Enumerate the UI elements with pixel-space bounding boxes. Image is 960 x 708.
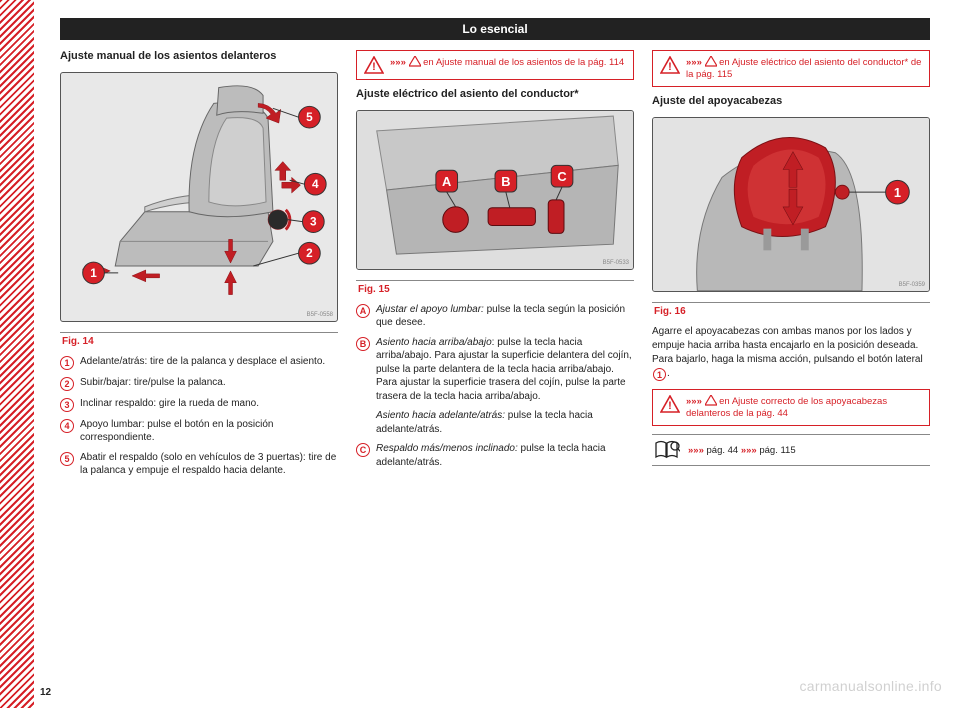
svg-text:!: ! bbox=[668, 61, 672, 73]
fig16-svg: 1 bbox=[653, 118, 929, 291]
fig15-svg: A B C bbox=[357, 111, 633, 269]
fig14-svg: 1 2 3 4 5 bbox=[61, 73, 337, 321]
item-text: Abatir el respaldo (solo en vehículos de… bbox=[80, 451, 338, 478]
inline-callout-1: 1 bbox=[653, 368, 666, 381]
list-item: C Respaldo más/menos inclinado: pulse la… bbox=[356, 442, 634, 469]
fig15-code: B5F-0533 bbox=[603, 260, 629, 266]
item-number: 5 bbox=[60, 452, 74, 466]
reference-text: »»» pág. 44 »»» pág. 115 bbox=[688, 445, 796, 456]
list-item: 1 Adelante/atrás: tire de la palanca y de… bbox=[60, 355, 338, 370]
list-item: 5 Abatir el respaldo (solo en vehículos d… bbox=[60, 451, 338, 478]
item-text: Inclinar respaldo: gire la rueda de mano… bbox=[80, 397, 259, 412]
fig16-callout-1: 1 bbox=[894, 185, 901, 200]
fig15-callout-c: C bbox=[557, 169, 566, 184]
fig14-callout-5: 5 bbox=[306, 110, 313, 124]
col1-heading: Ajuste manual de los asientos delanteros bbox=[60, 50, 338, 64]
fig14-label: Fig. 14 bbox=[60, 332, 338, 347]
page-number: 12 bbox=[40, 687, 51, 698]
list-item: 2 Subir/bajar: tire/pulse la palanca. bbox=[60, 376, 338, 391]
page-hatch-stripe bbox=[0, 0, 34, 708]
fig15-callout-b: B bbox=[501, 174, 510, 189]
item-letter: C bbox=[356, 443, 370, 457]
item-letter: A bbox=[356, 304, 370, 318]
col3-warning-box-bottom: ! »»» en Ajuste correcto de los apoyacab… bbox=[652, 389, 930, 426]
col2-warning-box: ! »»» en Ajuste manual de los asientos d… bbox=[356, 50, 634, 80]
fig14-callout-1: 1 bbox=[90, 266, 97, 280]
col2-heading: Ajuste eléctrico del asiento del conduct… bbox=[356, 88, 634, 102]
fig14-code: B5F-0558 bbox=[307, 312, 333, 318]
three-column-layout: Ajuste manual de los asientos delanteros bbox=[60, 50, 930, 478]
fig15-label: Fig. 15 bbox=[356, 280, 634, 295]
column-3: ! »»» en Ajuste eléctrico del asiento de… bbox=[652, 50, 930, 478]
col3-warning-box-top: ! »»» en Ajuste eléctrico del asiento de… bbox=[652, 50, 930, 87]
item-text: Apoyo lumbar: pulse el botón en la posic… bbox=[80, 418, 338, 445]
fig14-callout-3: 3 bbox=[310, 214, 317, 228]
col3-heading: Ajuste del apoyacabezas bbox=[652, 95, 930, 109]
item-text: Subir/bajar: tire/pulse la palanca. bbox=[80, 376, 226, 391]
fig16-code: B5F-0359 bbox=[899, 282, 925, 288]
column-1: Ajuste manual de los asientos delanteros bbox=[60, 50, 338, 478]
figure-16: 1 B5F-0359 bbox=[652, 117, 930, 292]
fig14-callout-4: 4 bbox=[312, 177, 319, 191]
list-item: 3 Inclinar respaldo: gire la rueda de man… bbox=[60, 397, 338, 412]
col3-body: Agarre el apoyacabezas con ambas manos p… bbox=[652, 325, 930, 382]
warning-text: »»» en Ajuste manual de los asientos de … bbox=[390, 56, 624, 69]
list-item: Asiento hacia adelante/atrás: pulse la t… bbox=[356, 409, 634, 436]
item-number: 1 bbox=[60, 356, 74, 370]
item-number: 3 bbox=[60, 398, 74, 412]
figure-15: A B C B5F-0533 bbox=[356, 110, 634, 270]
figure-14: 1 2 3 4 5 B5F-0558 bbox=[60, 72, 338, 322]
list-item: B Asiento hacia arriba/abajo: pulse la t… bbox=[356, 336, 634, 404]
item-text: Adelante/atrás: tire de la palanca y des… bbox=[80, 355, 325, 370]
item-text: Asiento hacia adelante/atrás: pulse la t… bbox=[376, 409, 634, 436]
list-item: A Ajustar el apoyo lumbar: pulse la tecl… bbox=[356, 303, 634, 330]
fig16-label: Fig. 16 bbox=[652, 302, 930, 317]
fig15-callout-a: A bbox=[442, 174, 451, 189]
warning-icon: ! bbox=[660, 395, 680, 413]
col1-list: 1 Adelante/atrás: tire de la palanca y de… bbox=[60, 355, 338, 478]
fig14-callout-2: 2 bbox=[306, 246, 313, 260]
chapter-title-bar: Lo esencial bbox=[60, 18, 930, 40]
svg-text:!: ! bbox=[668, 400, 672, 412]
list-item: 4 Apoyo lumbar: pulse el botón en la posi… bbox=[60, 418, 338, 445]
warning-icon: ! bbox=[660, 56, 680, 74]
warning-text: »»» en Ajuste eléctrico del asiento del … bbox=[686, 56, 922, 81]
item-text: Asiento hacia arriba/abajo: pulse la tec… bbox=[376, 336, 634, 404]
item-letter: B bbox=[356, 337, 370, 351]
warning-text: »»» en Ajuste correcto de los apoyacabez… bbox=[686, 395, 922, 420]
col2-list: A Ajustar el apoyo lumbar: pulse la tecl… bbox=[356, 303, 634, 470]
page-content: Lo esencial Ajuste manual de los asiento… bbox=[60, 18, 930, 688]
item-text: Ajustar el apoyo lumbar: pulse la tecla … bbox=[376, 303, 634, 330]
col3-reference-box: »»» pág. 44 »»» pág. 115 bbox=[652, 434, 930, 466]
watermark: carmanualsonline.info bbox=[800, 678, 943, 694]
book-icon bbox=[654, 440, 680, 460]
item-text: Respaldo más/menos inclinado: pulse la t… bbox=[376, 442, 634, 469]
warning-icon: ! bbox=[364, 56, 384, 74]
item-number: 4 bbox=[60, 419, 74, 433]
svg-text:!: ! bbox=[372, 61, 376, 73]
column-2: ! »»» en Ajuste manual de los asientos d… bbox=[356, 50, 634, 478]
item-number: 2 bbox=[60, 377, 74, 391]
